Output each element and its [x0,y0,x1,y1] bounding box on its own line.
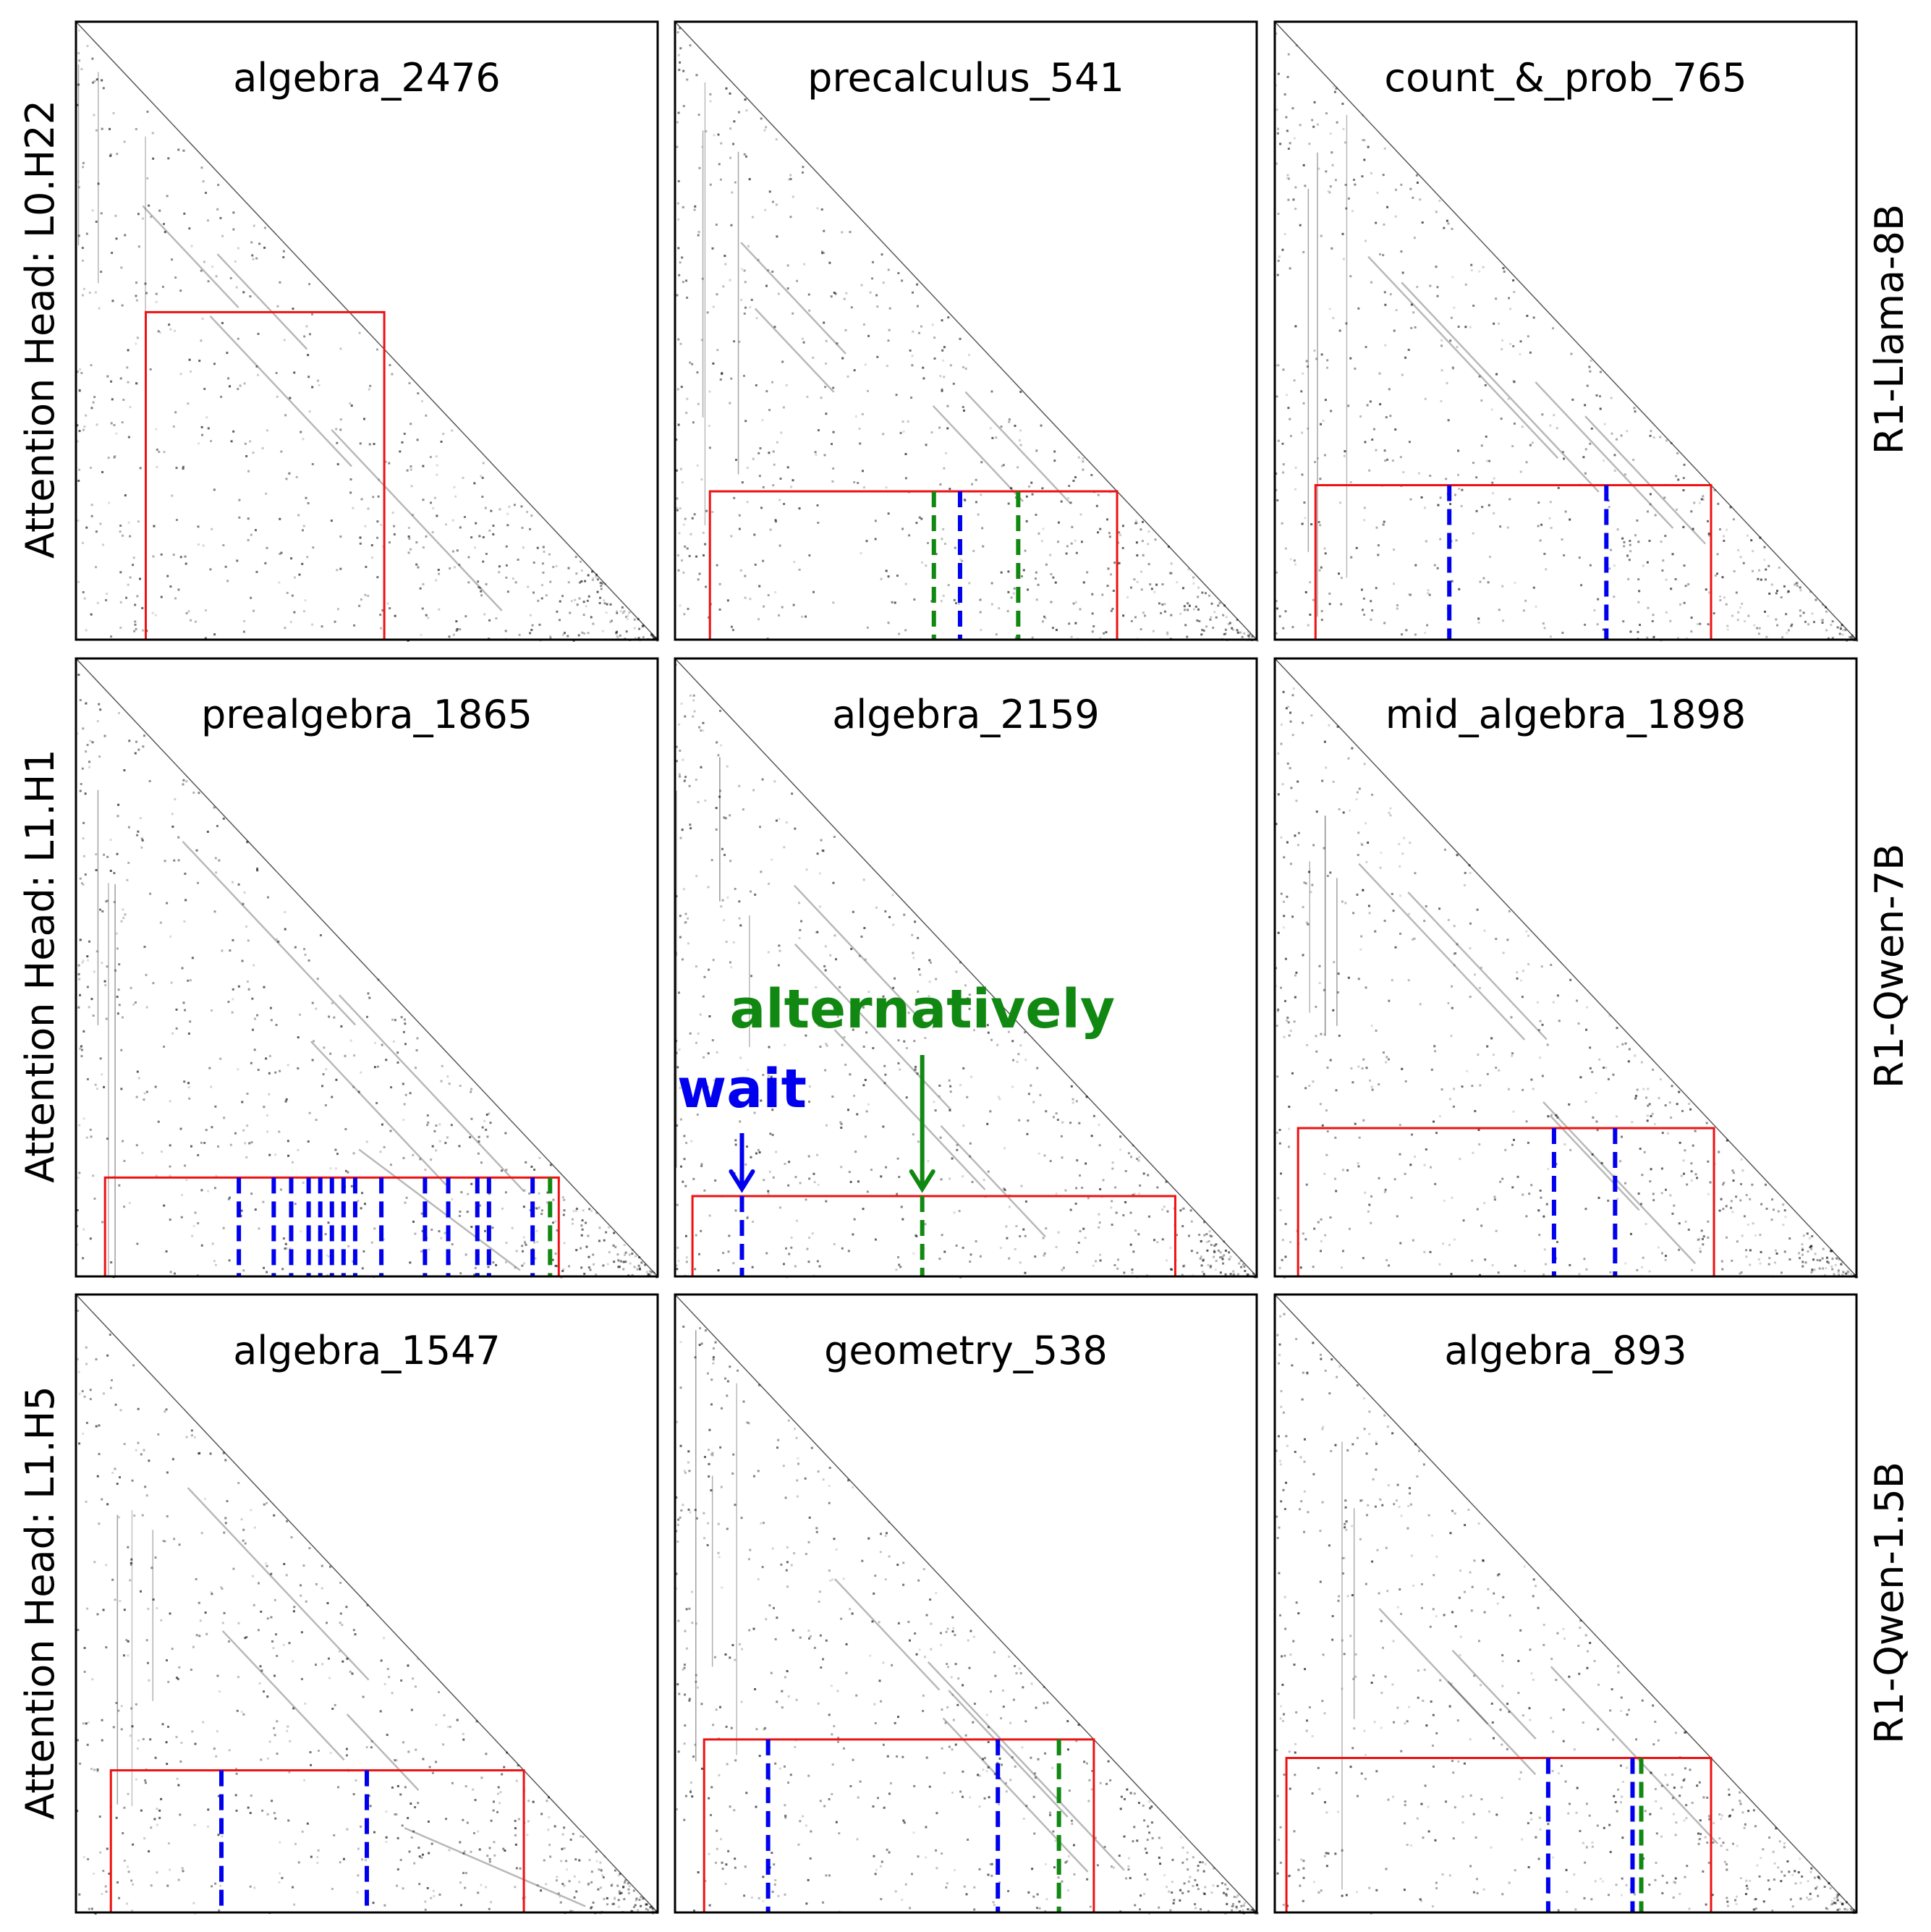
panel-9: algebra_893 [1273,1293,1858,1915]
panel-frame [75,657,659,1278]
panel-frame [1273,657,1858,1278]
panel-frame [75,20,659,641]
attention-texture [1275,33,1859,642]
row-label-left-2: Attention Head: L1.H1 [17,749,63,1183]
panel-frame [1273,20,1858,641]
causal-diagonal [674,21,1257,640]
panel-title: algebra_1547 [233,1328,501,1373]
arrowhead-alternatively [909,1169,935,1193]
panel-frame [674,1293,1258,1914]
causal-diagonal [674,658,1257,1277]
panel-title: algebra_2476 [233,55,501,101]
panel-1: algebra_2476 [75,20,659,642]
causal-diagonal [1274,658,1857,1277]
attention-texture [675,1325,1259,1915]
panel-title: geometry_538 [824,1328,1108,1373]
causal-diagonal [75,21,658,640]
row-label-left-1: Attention Head: L0.H22 [17,100,63,559]
attention-texture [76,1309,658,1915]
causal-diagonal [75,1294,658,1913]
causal-diagonal [1274,1294,1857,1913]
causal-diagonal [75,658,658,1277]
panel-3: count_&_prob_765 [1273,20,1859,642]
panel-title: prealgebra_1865 [201,692,532,737]
panel-title: count_&_prob_765 [1384,55,1747,101]
panel-6: mid_algebra_1898 [1273,657,1859,1279]
row-label-left-3: Attention Head: L1.H5 [17,1386,63,1820]
row-label-right-1: R1-Llama-8B [1867,204,1912,454]
panel-frame [674,657,1258,1278]
panel-7: algebra_1547 [75,1293,659,1915]
panel-title: mid_algebra_1898 [1385,692,1746,737]
annotation-alternatively: alternatively [729,978,1115,1041]
causal-diagonal [1274,21,1857,640]
row-labels-right: R1-Llama-8B R1-Qwen-7B R1-Qwen-1.5B [1867,204,1912,1744]
annotation-wait: wait [677,1058,807,1120]
panel-8: geometry_538 [674,1293,1259,1915]
attention-texture [675,27,1259,642]
panel-5: wait alternatively algebra_2159 [674,657,1258,1279]
panel-grid: algebra_2476 precalculus_541 count_&_prob_… [75,20,1859,1915]
row-label-right-3: R1-Qwen-1.5B [1867,1462,1912,1744]
panel-title: algebra_2159 [832,692,1100,737]
row-label-right-2: R1-Qwen-7B [1867,844,1912,1088]
panel-frame [75,1293,659,1914]
panel-2: precalculus_541 [674,20,1259,642]
row-labels-left: Attention Head: L0.H22 Attention Head: L… [17,100,63,1820]
panel-frame [674,20,1258,641]
attention-texture [1275,687,1859,1279]
panel-4: prealgebra_1865 [75,657,659,1279]
arrowhead-wait [729,1169,755,1193]
attention-texture [675,664,1258,1279]
panel-frame [1273,1293,1858,1914]
panel-title: precalculus_541 [807,55,1124,101]
causal-diagonal [674,1294,1257,1913]
panel-title: algebra_893 [1444,1328,1686,1373]
